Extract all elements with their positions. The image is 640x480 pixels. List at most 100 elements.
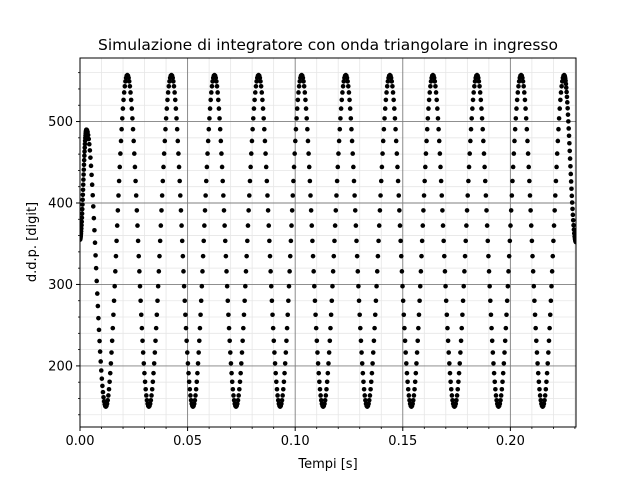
data-point (504, 312, 509, 318)
data-point (441, 238, 446, 244)
data-point (163, 126, 168, 132)
data-point (311, 269, 316, 274)
data-point (315, 350, 320, 355)
data-point (356, 298, 362, 304)
data-point (115, 208, 121, 213)
data-point (96, 327, 102, 333)
data-point (188, 398, 194, 403)
data-point (376, 238, 381, 244)
data-point (323, 393, 329, 398)
data-point (191, 401, 197, 407)
data-point (508, 208, 514, 213)
data-point (118, 138, 124, 144)
data-point (404, 370, 410, 376)
data-point (417, 283, 423, 289)
data-point (123, 79, 128, 84)
data-point (355, 269, 361, 274)
data-point (330, 283, 335, 289)
data-point (544, 370, 550, 376)
data-point (157, 238, 163, 244)
data-point (133, 178, 138, 184)
data-point (171, 79, 176, 84)
data-point (567, 140, 572, 146)
data-point (332, 223, 338, 228)
data-point (368, 386, 373, 392)
data-point (93, 265, 99, 271)
data-point (563, 81, 569, 87)
data-point (567, 156, 573, 161)
data-point (85, 132, 91, 138)
data-point (126, 75, 131, 81)
data-point (363, 398, 368, 403)
data-point (462, 253, 468, 259)
data-point (82, 145, 88, 150)
data-point (129, 106, 135, 111)
data-point (506, 269, 511, 274)
data-point (132, 151, 137, 156)
data-point (334, 193, 339, 198)
data-point (88, 155, 93, 160)
data-point (163, 116, 169, 121)
data-point (151, 370, 156, 376)
data-point (126, 79, 132, 84)
data-point (478, 97, 484, 103)
data-point (493, 386, 498, 392)
data-point (398, 253, 404, 259)
data-point (80, 197, 85, 203)
data-point (226, 312, 231, 318)
data-point (443, 298, 449, 304)
data-point (566, 133, 572, 139)
data-point (229, 379, 235, 385)
data-point (356, 283, 361, 289)
data-point (222, 223, 227, 228)
data-point (549, 283, 554, 289)
data-point (509, 193, 515, 198)
data-point (193, 393, 198, 398)
data-point (179, 238, 185, 244)
data-point (503, 325, 509, 331)
data-point (172, 90, 177, 95)
data-point (174, 116, 179, 121)
data-point (488, 298, 493, 304)
data-point (177, 178, 182, 184)
data-point (477, 90, 483, 95)
data-point (469, 116, 475, 121)
data-point (204, 164, 210, 170)
data-point (250, 126, 255, 132)
data-point (333, 208, 339, 213)
data-point (326, 361, 331, 366)
data-point (301, 84, 307, 89)
data-point (217, 126, 223, 132)
data-point (243, 283, 248, 289)
data-point (458, 338, 464, 344)
axis-ticks: 0.00 0.05 0.10 0.15 0.20 200 300 400 500 (48, 72, 576, 449)
data-point (393, 126, 398, 132)
data-point (567, 148, 573, 154)
data-point (368, 379, 374, 385)
data-point (94, 291, 100, 296)
data-point (403, 350, 408, 355)
data-point (533, 325, 538, 331)
data-point (456, 379, 461, 385)
data-point (128, 90, 133, 95)
data-point (291, 164, 297, 170)
data-point (565, 105, 570, 111)
data-point (376, 223, 382, 228)
data-point (350, 151, 356, 156)
data-point (200, 269, 205, 274)
data-point (528, 208, 533, 213)
data-point (285, 312, 291, 318)
data-point (139, 325, 145, 331)
data-point (112, 283, 117, 289)
data-point (202, 208, 208, 213)
data-point (534, 338, 539, 344)
data-point (369, 370, 375, 376)
data-point (282, 370, 287, 376)
data-point (440, 208, 445, 213)
data-point (504, 298, 510, 304)
data-point (279, 401, 284, 407)
data-point (414, 361, 419, 366)
data-point (225, 298, 231, 304)
data-point (329, 298, 335, 304)
data-point (514, 106, 519, 111)
